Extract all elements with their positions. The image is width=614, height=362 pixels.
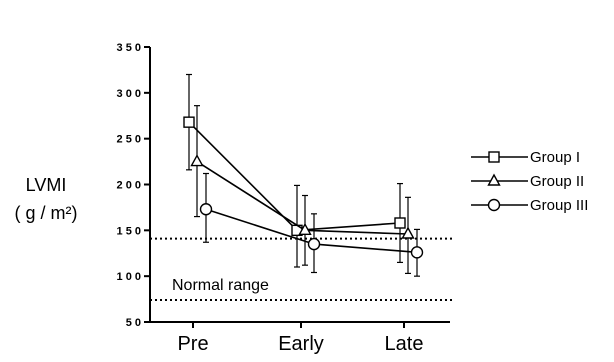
y-axis-unit: ( g / m²) <box>15 203 78 223</box>
y-tick-label-350: 3 5 0 <box>117 42 141 54</box>
y-axis-label: LVMI <box>26 175 67 195</box>
series-2-point-2 <box>298 222 312 236</box>
y-tick-label-50: 5 0 <box>126 317 141 329</box>
series-2-line <box>196 160 409 235</box>
normal-range-label: Normal range <box>172 277 269 294</box>
x-tick-label-late: Late <box>385 333 424 355</box>
series-1-point-3 <box>394 217 406 229</box>
series-2 <box>190 105 415 275</box>
legend-label-3: Group III <box>530 197 588 214</box>
series-3 <box>199 172 424 277</box>
series-layer <box>183 73 424 277</box>
legend: Group I Group II Group III <box>471 149 588 214</box>
series-1 <box>183 73 406 268</box>
y-tick-label-150: 1 5 0 <box>117 225 141 237</box>
series-1-point-1 <box>183 116 195 128</box>
y-tick-label-250: 2 5 0 <box>117 134 141 146</box>
legend-marker-3 <box>487 198 501 212</box>
y-tick-label-200: 2 0 0 <box>117 180 141 192</box>
axes: 5 0 1 0 0 1 5 0 2 0 0 2 5 0 3 0 0 3 5 0 Pre Earl… <box>117 42 450 355</box>
series-3-point-2 <box>307 237 321 251</box>
series-2-point-1 <box>190 154 204 167</box>
y-tick-label-100: 1 0 0 <box>117 271 141 283</box>
legend-label-2: Group II <box>530 173 584 190</box>
legend-marker-1 <box>488 151 500 163</box>
legend-label-1: Group I <box>530 149 580 166</box>
x-tick-label-early: Early <box>278 333 324 355</box>
y-tick-label-300: 3 0 0 <box>117 88 141 100</box>
legend-marker-2 <box>487 173 501 186</box>
x-tick-label-pre: Pre <box>177 333 208 355</box>
series-2-point-3 <box>401 226 415 239</box>
series-3-point-1 <box>199 203 213 216</box>
series-3-point-3 <box>410 246 424 259</box>
